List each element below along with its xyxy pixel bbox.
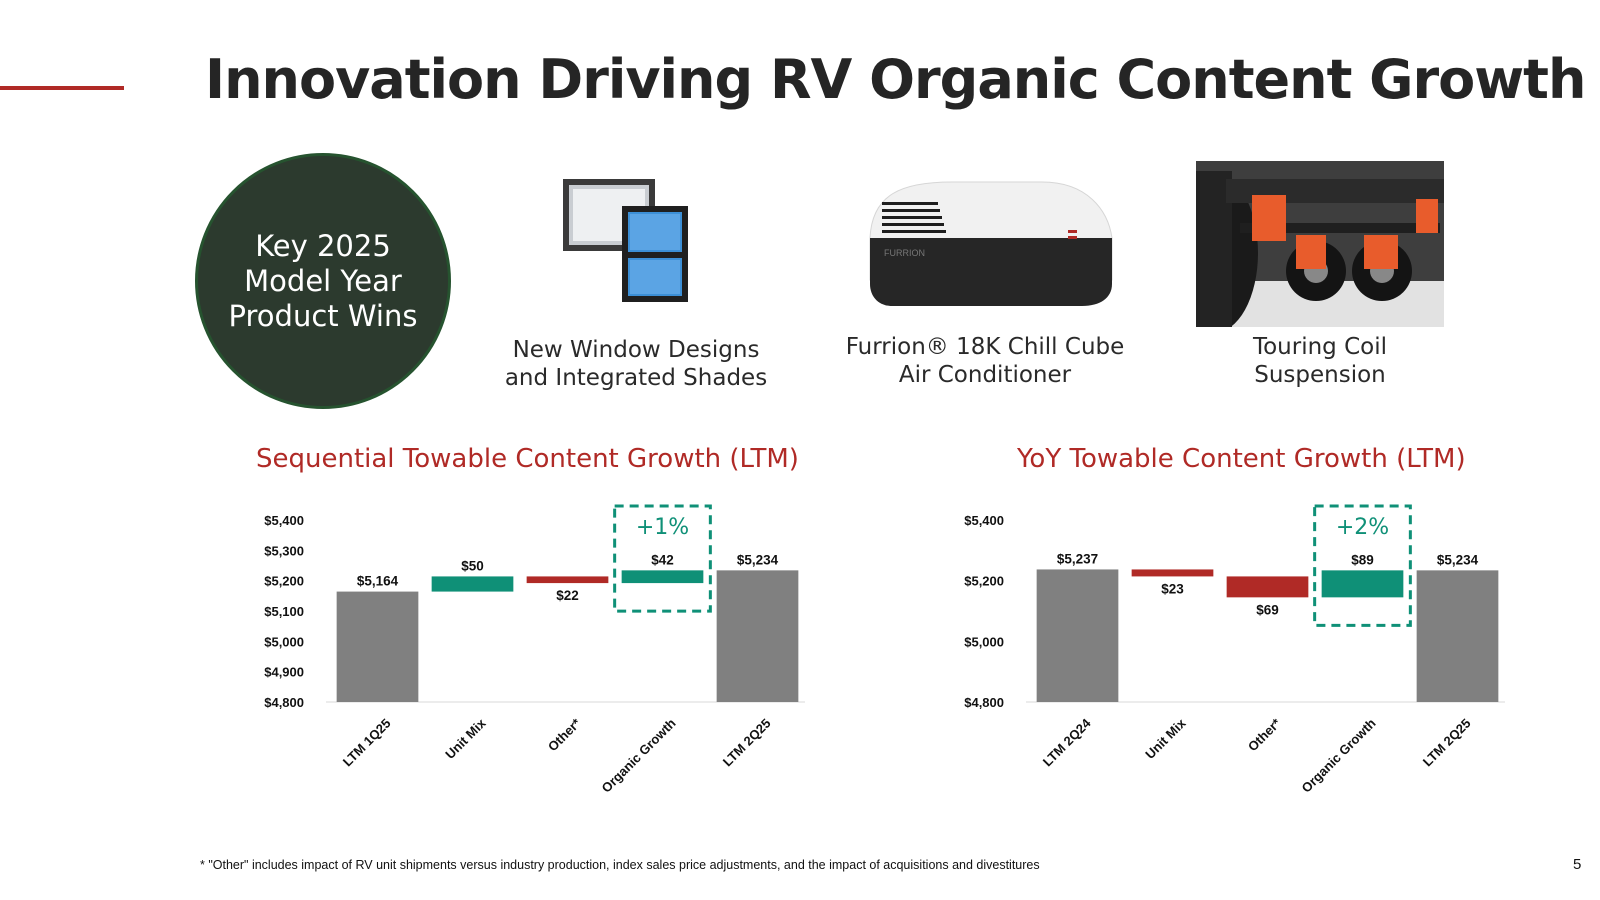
chart-1: $4,800 $4,900 $5,000 $5,100 $5,200 $5,300 $5,4… — [264, 504, 805, 796]
chart-1-category-label: Other* — [545, 715, 584, 754]
chart-1-title: Sequential Towable Content Growth (LTM) — [256, 444, 799, 474]
chart-1-y-tick-label: $5,100 — [264, 604, 304, 619]
chart-1-bar — [526, 576, 609, 584]
chart-1-category-label: LTM 2Q25 — [720, 716, 774, 770]
chart-1-data-label: $22 — [556, 588, 579, 603]
chart-2: $4,800 $5,000 $5,200 $5,400 $5,237 LTM 2Q24 $2… — [964, 504, 1505, 796]
chart-1-data-label: $42 — [651, 552, 674, 567]
air-conditioner-icon: FURRION — [869, 181, 1113, 306]
accent-line — [0, 86, 124, 90]
product-caption-window: New Window Designs and Integrated Shades — [504, 337, 768, 391]
slide-title: Innovation Driving RV Organic Content Gr… — [205, 48, 1586, 111]
suspension-icon — [1196, 161, 1444, 327]
chart-2-data-label: $23 — [1161, 581, 1184, 596]
chart-1-category-label: LTM 1Q25 — [340, 716, 394, 770]
chart-2-category-label: Organic Growth — [1299, 715, 1379, 795]
badge-text: Key 2025 Model Year Product Wins — [228, 228, 418, 333]
chart-1-highlight-box — [613, 504, 712, 613]
chart-2-category-label: LTM 2Q24 — [1040, 715, 1094, 769]
chart-2-category-label: LTM 2Q25 — [1420, 716, 1474, 770]
footnote: * "Other" includes impact of RV unit shi… — [200, 858, 1040, 872]
chart-2-bar — [1226, 576, 1309, 598]
chart-1-data-label: $50 — [461, 558, 484, 573]
chart-2-bar — [1321, 570, 1404, 598]
chart-2-category-label: Other* — [1245, 715, 1284, 754]
chart-1-bar — [336, 591, 419, 702]
chart-1-bar — [431, 576, 514, 592]
chart-2-title: YoY Towable Content Growth (LTM) — [1017, 444, 1466, 474]
page-number: 5 — [1573, 856, 1582, 873]
chart-2-bar — [1036, 569, 1119, 702]
key-wins-badge: Key 2025 Model Year Product Wins — [195, 153, 451, 409]
chart-2-data-label: $69 — [1256, 602, 1279, 617]
chart-2-highlight-box — [1313, 504, 1412, 627]
chart-1-data-label: $5,164 — [357, 574, 399, 589]
chart-1-y-tick-label: $5,300 — [264, 543, 304, 558]
chart-2-y-tick-label: $5,400 — [964, 513, 1004, 528]
chart-2-bar — [1131, 569, 1214, 577]
ac-brand-text: FURRION — [884, 248, 925, 258]
product-caption-ac: Furrion® 18K Chill Cube Air Conditioner — [845, 334, 1125, 388]
chart-1-y-tick-label: $4,800 — [264, 695, 304, 710]
chart-2-bar — [1416, 570, 1499, 702]
chart-2-data-label: $5,234 — [1437, 552, 1479, 567]
window-icon — [563, 179, 688, 302]
chart-1-y-tick-label: $5,400 — [264, 513, 304, 528]
chart-1-y-tick-label: $5,200 — [264, 574, 304, 589]
chart-2-y-tick-label: $5,000 — [964, 634, 1004, 649]
chart-1-category-label: Unit Mix — [442, 715, 489, 762]
chart-1-category-label: Organic Growth — [599, 715, 679, 795]
chart-2-data-label: $89 — [1351, 552, 1374, 567]
chart-2-y-tick-label: $5,200 — [964, 574, 1004, 589]
product-caption-suspension: Touring Coil Suspension — [1252, 334, 1388, 388]
chart-2-data-label: $5,237 — [1057, 551, 1098, 566]
chart-1-y-tick-label: $4,900 — [264, 665, 304, 680]
chart-1-bar — [621, 570, 704, 584]
chart-2-category-label: Unit Mix — [1142, 715, 1189, 762]
chart-1-bar — [716, 570, 799, 702]
chart-1-highlight-label: +1% — [636, 515, 689, 540]
chart-1-data-label: $5,234 — [737, 552, 779, 567]
chart-2-y-tick-label: $4,800 — [964, 695, 1004, 710]
chart-1-y-tick-label: $5,000 — [264, 634, 304, 649]
chart-2-highlight-label: +2% — [1336, 515, 1389, 540]
